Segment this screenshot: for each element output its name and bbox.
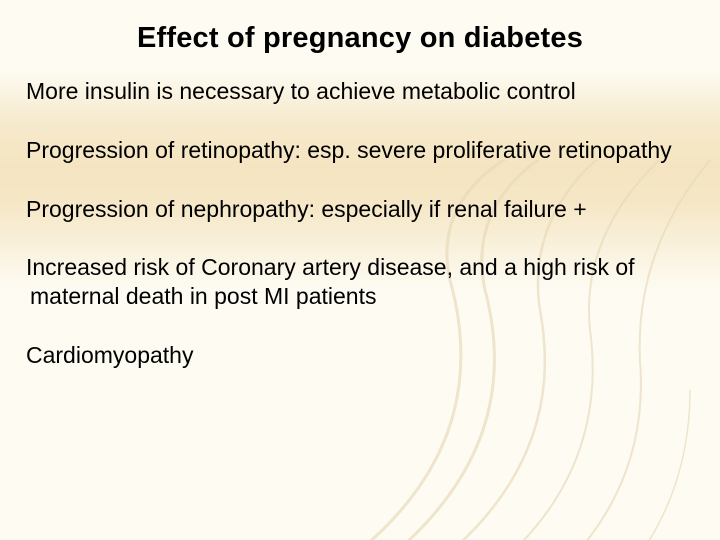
bullet-item: 𝓄Progression of retinopathy: esp. severe…: [30, 136, 690, 165]
bullet-item: 𝓄More insulin is necessary to achieve me…: [30, 77, 690, 106]
bullet-text: Increased risk of Coronary artery diseas…: [26, 254, 635, 309]
bullet-item: 𝓄Increased risk of Coronary artery disea…: [30, 253, 690, 311]
bullet-text: Progression of retinopathy: esp. severe …: [26, 137, 672, 163]
slide-title: Effect of pregnancy on diabetes: [30, 22, 690, 55]
slide-content: Effect of pregnancy on diabetes 𝓄More in…: [0, 0, 720, 370]
bullet-text: Progression of nephropathy: especially i…: [26, 196, 587, 222]
bullet-item: 𝓄Progression of nephropathy: especially …: [30, 195, 690, 224]
bullet-item: 𝓄Cardiomyopathy: [30, 341, 690, 370]
bullet-text: Cardiomyopathy: [26, 342, 193, 368]
bullet-text: More insulin is necessary to achieve met…: [26, 78, 576, 104]
